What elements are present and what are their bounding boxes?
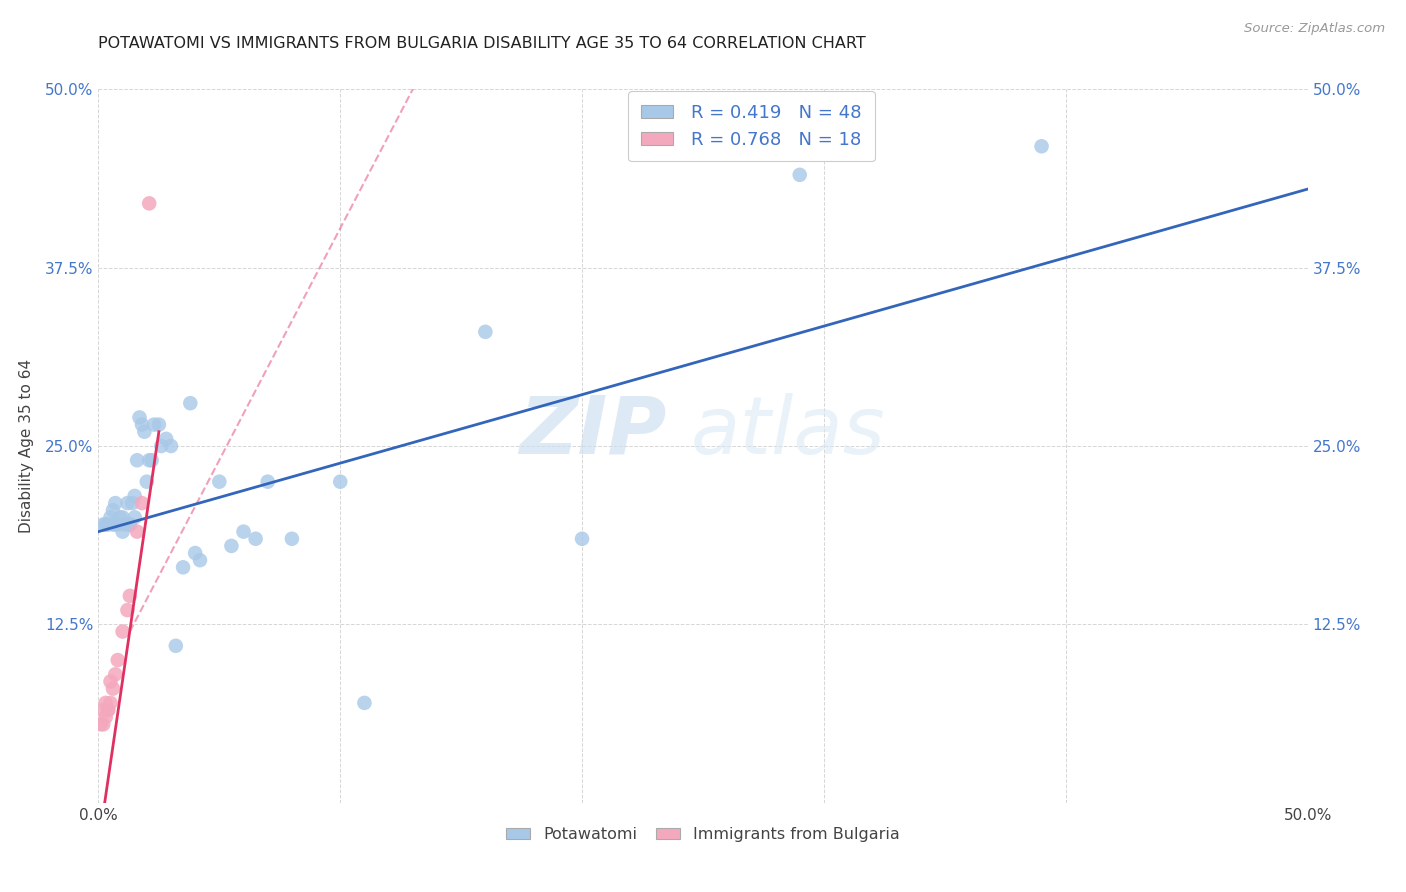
Point — [571, 532, 593, 546]
Point — [353, 696, 375, 710]
Point — [281, 532, 304, 546]
Point — [155, 432, 177, 446]
Point — [111, 524, 134, 539]
Point — [94, 696, 117, 710]
Point — [90, 717, 112, 731]
Point — [114, 517, 136, 532]
Point — [179, 396, 201, 410]
Point — [100, 696, 122, 710]
Point — [184, 546, 207, 560]
Point — [117, 603, 139, 617]
Point — [97, 703, 120, 717]
Point — [143, 417, 166, 432]
Point — [100, 510, 122, 524]
Point — [104, 667, 127, 681]
Legend: Potawatomi, Immigrants from Bulgaria: Potawatomi, Immigrants from Bulgaria — [501, 821, 905, 848]
Point — [127, 453, 149, 467]
Point — [97, 703, 120, 717]
Point — [91, 717, 114, 731]
Point — [101, 681, 124, 696]
Point — [256, 475, 278, 489]
Point — [141, 453, 163, 467]
Point — [91, 517, 114, 532]
Point — [474, 325, 496, 339]
Point — [107, 653, 129, 667]
Point — [150, 439, 173, 453]
Point — [101, 503, 124, 517]
Point — [232, 524, 254, 539]
Point — [127, 524, 149, 539]
Point — [94, 517, 117, 532]
Text: POTAWATOMI VS IMMIGRANTS FROM BULGARIA DISABILITY AGE 35 TO 64 CORRELATION CHART: POTAWATOMI VS IMMIGRANTS FROM BULGARIA D… — [98, 36, 866, 51]
Point — [104, 517, 127, 532]
Point — [91, 703, 114, 717]
Point — [138, 196, 160, 211]
Point — [100, 674, 122, 689]
Point — [789, 168, 811, 182]
Point — [221, 539, 243, 553]
Point — [111, 624, 134, 639]
Point — [160, 439, 183, 453]
Point — [94, 710, 117, 724]
Point — [121, 496, 143, 510]
Point — [118, 517, 141, 532]
Point — [101, 517, 124, 532]
Point — [138, 453, 160, 467]
Point — [165, 639, 187, 653]
Point — [128, 410, 150, 425]
Point — [108, 510, 131, 524]
Y-axis label: Disability Age 35 to 64: Disability Age 35 to 64 — [18, 359, 34, 533]
Point — [172, 560, 194, 574]
Point — [118, 517, 141, 532]
Point — [208, 475, 231, 489]
Text: ZIP: ZIP — [519, 392, 666, 471]
Point — [131, 496, 153, 510]
Point — [134, 425, 156, 439]
Point — [188, 553, 211, 567]
Point — [97, 517, 120, 532]
Point — [124, 489, 146, 503]
Point — [117, 496, 139, 510]
Point — [111, 510, 134, 524]
Point — [124, 510, 146, 524]
Point — [1031, 139, 1053, 153]
Point — [107, 517, 129, 532]
Point — [245, 532, 267, 546]
Point — [104, 496, 127, 510]
Point — [131, 417, 153, 432]
Point — [118, 589, 141, 603]
Text: atlas: atlas — [690, 392, 886, 471]
Point — [135, 475, 157, 489]
Point — [148, 417, 170, 432]
Point — [329, 475, 352, 489]
Text: Source: ZipAtlas.com: Source: ZipAtlas.com — [1244, 22, 1385, 36]
